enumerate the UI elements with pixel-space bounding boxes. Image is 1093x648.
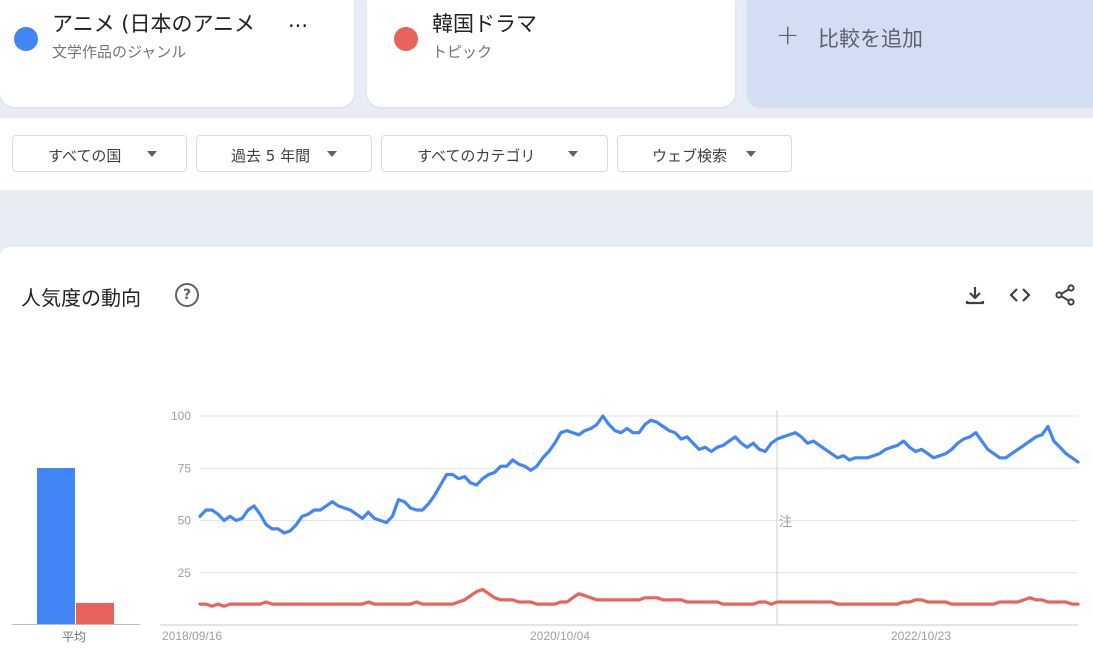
filter-search-type-dropdown[interactable]: ウェブ検索 — [617, 135, 792, 172]
y-tick-label: 50 — [178, 514, 192, 528]
trend-line-chart: 25 50 75 100 注 2018/09/16 2020/10/04 2022/10/23 — [160, 409, 1080, 643]
term-card-kdrama[interactable]: 韓国ドラマ トピック — [367, 0, 735, 107]
embed-code-icon[interactable] — [1008, 283, 1032, 307]
panel-title: 人気度の動向 — [21, 286, 141, 310]
filter-category-dropdown[interactable]: すべてのカテゴリ — [381, 135, 608, 172]
dropdown-arrow-icon — [327, 151, 337, 157]
filter-label: すべての国 — [48, 147, 122, 165]
term-title: アニメ (日本のアニメ — [52, 12, 256, 36]
filter-bar: すべての国 過去 5 年間 すべてのカテゴリ ウェブ検索 — [0, 118, 1093, 190]
add-comparison-button[interactable]: + 比較を追加 — [747, 0, 1093, 107]
filter-time-range-dropdown[interactable]: 過去 5 年間 — [196, 135, 372, 172]
x-tick-label: 2022/10/23 — [891, 629, 951, 643]
dropdown-arrow-icon — [746, 151, 756, 157]
y-tick-label: 100 — [171, 409, 191, 423]
series-line-1 — [198, 587, 1080, 608]
add-comparison-label: 比較を追加 — [818, 27, 923, 51]
dropdown-arrow-icon — [147, 151, 157, 157]
average-bar-anime — [37, 468, 75, 624]
filter-label: ウェブ検索 — [652, 147, 728, 165]
share-icon[interactable] — [1053, 283, 1077, 307]
filter-country-dropdown[interactable]: すべての国 — [12, 135, 187, 172]
dropdown-arrow-icon — [568, 151, 578, 157]
term-card-anime[interactable]: アニメ (日本のアニメ ... 文学作品のジャンル — [0, 0, 354, 107]
term-type: 文学作品のジャンル — [52, 43, 187, 61]
help-icon[interactable]: ? — [175, 283, 199, 307]
annotation-note: 注 — [779, 515, 792, 530]
average-bar-kdrama — [76, 603, 114, 624]
x-tick-label: 2018/09/16 — [162, 629, 222, 643]
term-color-dot — [394, 27, 418, 51]
download-icon[interactable] — [963, 283, 987, 307]
term-title-ellipsis: ... — [288, 8, 309, 32]
y-tick-label: 25 — [178, 566, 192, 580]
plus-icon: + — [776, 18, 800, 51]
y-tick-label: 75 — [178, 461, 192, 475]
term-type: トピック — [432, 43, 493, 61]
term-title: 韓国ドラマ — [432, 12, 537, 36]
filter-label: 過去 5 年間 — [231, 147, 311, 165]
average-baseline — [12, 624, 140, 625]
average-label: 平均 — [62, 630, 87, 644]
term-color-dot — [14, 27, 38, 51]
x-tick-label: 2020/10/04 — [530, 629, 590, 643]
filter-label: すべてのカテゴリ — [417, 147, 536, 165]
series-line-0 — [198, 414, 1080, 535]
